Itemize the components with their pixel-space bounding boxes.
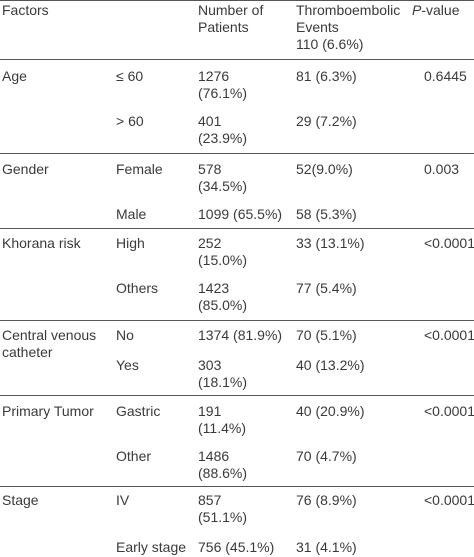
factor-label: Primary Tumor (2, 403, 94, 419)
patients-value: 857 (198, 492, 222, 508)
p-value: <0.0001 (424, 235, 474, 251)
events-value: 29 (7.2%) (296, 113, 357, 129)
patients-value: 191 (198, 403, 222, 419)
factor-label: Age (2, 68, 27, 84)
p-value: <0.0001 (424, 327, 474, 343)
factor-label: catheter (2, 344, 53, 360)
patients-value: 252 (198, 235, 222, 251)
patients-value: 401 (198, 113, 222, 129)
events-value: 58 (5.3%) (296, 206, 357, 222)
p-value: 0.003 (424, 161, 460, 177)
patients-value: (85.0%) (198, 297, 248, 313)
group-divider (0, 228, 474, 229)
level-label: High (116, 235, 145, 251)
patients-value: (23.9%) (198, 130, 248, 146)
patients-value: 1486 (198, 448, 230, 464)
p-value: 0.6445 (424, 68, 467, 84)
patients-value: (51.1%) (198, 509, 248, 525)
header-patients-line2: Patients (198, 19, 249, 35)
patients-value: (15.0%) (198, 252, 248, 268)
header-events-line1: Thromboembolic (296, 2, 401, 18)
level-label: Male (116, 206, 147, 222)
level-label: Early stage (116, 539, 187, 555)
events-value: 31 (4.1%) (296, 539, 357, 555)
patients-value: 1099 (65.5%) (198, 206, 283, 222)
events-value: 33 (13.1%) (296, 235, 365, 251)
patients-value: 303 (198, 357, 222, 373)
header-top-rule (0, 0, 474, 1)
events-value: 70 (4.7%) (296, 448, 357, 464)
header-bottom-rule (0, 59, 474, 60)
level-label: Gastric (116, 403, 161, 419)
level-label: Female (116, 161, 163, 177)
factor-label: Gender (2, 161, 49, 177)
patients-value: (34.5%) (198, 178, 248, 194)
events-value: 77 (5.4%) (296, 280, 357, 296)
header-events-line2: Events (296, 19, 339, 35)
group-divider (0, 153, 474, 154)
p-value: <0.0001 (424, 403, 474, 419)
patients-value: 1276 (198, 68, 230, 84)
level-label: ≤ 60 (116, 68, 144, 84)
header-events-line3: 110 (6.6%) (296, 36, 364, 52)
events-value: 40 (20.9%) (296, 403, 365, 419)
header-factors: Factors (2, 2, 49, 18)
level-label: Other (116, 448, 152, 464)
patients-value: (11.4%) (198, 420, 246, 436)
level-label: No (116, 327, 134, 343)
group-divider (0, 486, 474, 487)
factor-label: Khorana risk (2, 235, 81, 251)
patients-value: (88.6%) (198, 465, 248, 481)
events-value: 70 (5.1%) (296, 327, 357, 343)
level-label: Yes (116, 357, 139, 373)
patients-value: 1374 (81.9%) (198, 327, 283, 343)
group-divider (0, 395, 474, 396)
events-value: 81 (6.3%) (296, 68, 357, 84)
p-value: <0.0001 (424, 492, 474, 508)
patients-value: (76.1%) (198, 85, 248, 101)
patients-value: 578 (198, 161, 222, 177)
factor-label: Central venous (2, 327, 97, 343)
header-pvalue-italic: P (412, 2, 422, 18)
header-patients-line1: Number of (198, 2, 264, 18)
header-pvalue-rest: -value (421, 2, 460, 18)
level-label: Others (116, 280, 159, 296)
events-value: 52(9.0%) (296, 161, 353, 177)
factor-label: Stage (2, 492, 39, 508)
patients-value: 756 (45.1%) (198, 539, 275, 555)
patients-value: (18.1%) (198, 374, 248, 390)
level-label: IV (116, 492, 130, 508)
group-divider (0, 320, 474, 321)
events-value: 76 (8.9%) (296, 492, 357, 508)
header-pvalue: P-value (412, 1, 459, 19)
level-label: > 60 (116, 113, 144, 129)
patients-value: 1423 (198, 280, 230, 296)
events-value: 40 (13.2%) (296, 357, 365, 373)
